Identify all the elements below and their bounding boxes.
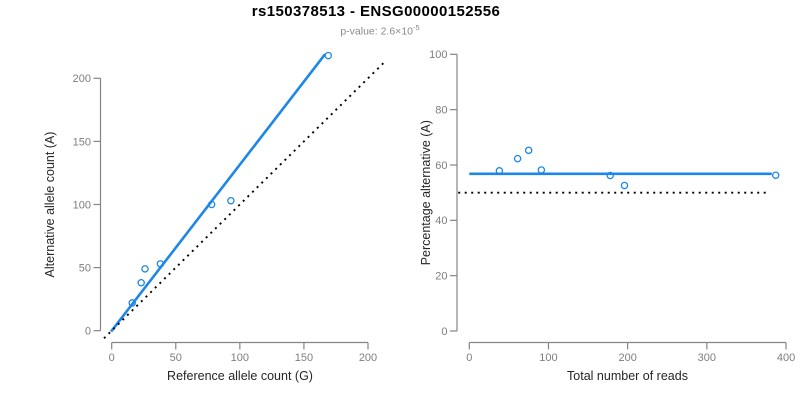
data-point [324, 51, 333, 60]
data-point [128, 299, 136, 307]
x-tick-label: 0 [466, 352, 472, 364]
x-tick-label: 200 [618, 352, 636, 364]
data-point [207, 200, 216, 209]
data-point [137, 278, 145, 287]
y-axis-title: Percentage alternative (A) [419, 120, 433, 265]
data-point [537, 166, 546, 174]
pvalue-subtitle: p-value: 2.6×10-5 [0, 23, 760, 38]
right-plot: 0 20 40 60 80 100 0 100 200 300 400 Total number of… [419, 49, 795, 383]
y-tick-label: 20 [435, 271, 447, 283]
y-tick-label: 150 [73, 136, 91, 148]
x-tick-label: 300 [698, 352, 716, 364]
x-tick-label: 200 [359, 352, 377, 364]
y-tick-label: 100 [429, 49, 447, 61]
data-point [606, 171, 614, 180]
data-point [227, 196, 235, 205]
y-tick-label: 80 [435, 104, 447, 116]
y-tick-label: 0 [85, 326, 91, 338]
x-axis-title: Total number of reads [567, 369, 688, 383]
data-point [771, 171, 780, 179]
y-tick-label: 100 [73, 199, 91, 211]
x-tick-label: 50 [170, 352, 182, 364]
page-title: rs150378513 - ENSG00000152556 [251, 3, 501, 20]
pvalue-exponent: -5 [413, 23, 420, 32]
y-tick-label: 40 [435, 215, 447, 227]
y-tick-label: 60 [435, 160, 447, 172]
data-point [524, 146, 533, 155]
left-plot: 0 50 100 150 200 0 50 100 150 200 Reference allele… [43, 51, 387, 383]
x-tick-label: 150 [295, 352, 313, 364]
x-tick-label: 400 [777, 352, 795, 364]
x-tick-label: 100 [231, 352, 249, 364]
x-tick-label: 100 [539, 352, 557, 364]
y-tick-label: 200 [73, 73, 91, 85]
y-tick-label: 0 [441, 326, 447, 338]
pvalue-label: p-value: 2.6×10 [340, 25, 413, 38]
data-point [513, 154, 522, 163]
y-axis-title: Alternative allele count (A) [43, 132, 57, 278]
y-tick-label: 50 [79, 262, 91, 274]
data-point [620, 181, 629, 190]
x-axis-title: Reference allele count (G) [167, 369, 313, 383]
x-tick-label: 0 [109, 352, 115, 364]
data-point [141, 265, 149, 273]
allelic-ratio-fit-line [110, 53, 327, 333]
data-point [156, 260, 165, 268]
data-point [495, 167, 504, 175]
identity-line [103, 59, 387, 339]
